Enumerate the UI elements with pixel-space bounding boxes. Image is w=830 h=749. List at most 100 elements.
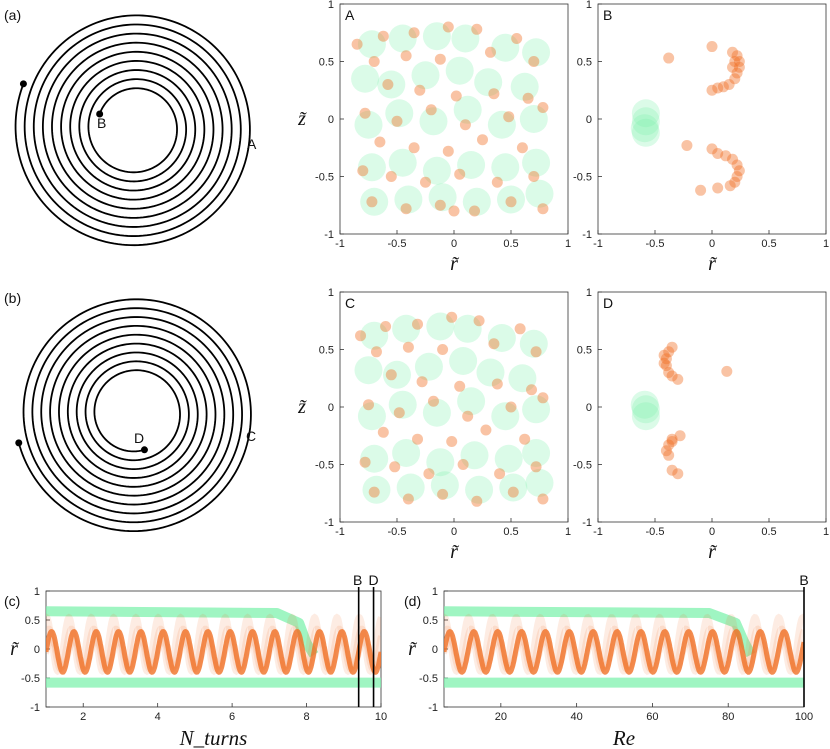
- orange-particle: [382, 79, 394, 90]
- x-tick-label: 1: [565, 238, 571, 250]
- green-particle: [396, 473, 425, 502]
- x-tick-label: -1: [593, 526, 603, 538]
- green-particle: [392, 439, 421, 467]
- spiral-b-end-label: C: [246, 428, 256, 444]
- spiral-a-end-label: A: [247, 136, 257, 152]
- green-particle: [449, 347, 478, 375]
- orange-particle: [377, 426, 389, 438]
- spiral-b-curve: [17, 298, 252, 533]
- green-particle: [422, 22, 451, 51]
- orange-particle: [537, 493, 549, 505]
- orange-particle: [733, 165, 745, 177]
- x-axis-label: r̃: [450, 541, 459, 563]
- green-particle: [457, 387, 486, 416]
- green-particle: [428, 183, 457, 212]
- orange-particle: [706, 41, 718, 53]
- orange-oscillation: [444, 628, 804, 675]
- panel-label: D: [603, 295, 613, 311]
- green-particle: [453, 95, 482, 124]
- orange-particle: [537, 392, 549, 404]
- y-tick-label: 1: [586, 287, 592, 299]
- orange-particle: [491, 378, 503, 390]
- orange-particle: [720, 150, 732, 162]
- green-particle: [388, 24, 417, 53]
- orange-particle: [503, 111, 515, 123]
- green-particle: [522, 38, 551, 67]
- x-tick-label: 0: [709, 238, 715, 250]
- orange-particle: [666, 341, 678, 353]
- orange-particle: [359, 456, 371, 468]
- line-panel-d: 20 40 60 80 100 -1 -0.5 0 0.5 1 Re r̃ B: [408, 572, 813, 749]
- spiral-a-start-dot: [96, 110, 104, 118]
- green-particle: [419, 107, 448, 136]
- orange-particle: [412, 318, 424, 330]
- green-particle: [631, 118, 660, 147]
- orange-particle: [537, 203, 549, 215]
- orange-particle: [454, 168, 466, 180]
- green-particle: [497, 185, 525, 214]
- y-tick-label: -0.5: [315, 460, 334, 472]
- orange-particle: [450, 90, 462, 102]
- green-particle: [422, 398, 451, 427]
- scatter-panel-D: -1 -0.5 0 0.5 1 -1 -0.5 0 0.5 1 r̃ D: [573, 287, 829, 563]
- orange-particle: [672, 373, 684, 385]
- orange-particle: [672, 468, 684, 480]
- orange-particle: [537, 102, 549, 113]
- y-tick-label: -0.5: [315, 172, 334, 184]
- orange-particle: [663, 52, 675, 64]
- green-particle: [377, 70, 406, 99]
- orange-particle: [389, 461, 401, 473]
- orange-particle: [446, 311, 458, 323]
- orange-particle: [400, 50, 412, 62]
- green-particle: [491, 33, 520, 62]
- orange-particle: [522, 92, 534, 104]
- orange-particle: [731, 50, 743, 62]
- y-tick-label: -1: [582, 229, 592, 241]
- green-particle: [357, 30, 386, 59]
- orange-particle: [663, 346, 675, 358]
- plot-area: [46, 606, 381, 688]
- y-tick-label: 0: [328, 402, 334, 414]
- orange-particle: [412, 433, 424, 445]
- spiral-b-end-dot: [15, 439, 23, 447]
- x-axis-label: N_turns: [179, 726, 248, 749]
- orange-particle: [660, 445, 672, 457]
- y-tick-label: -0.5: [419, 673, 438, 685]
- green-particle: [392, 314, 421, 343]
- x-tick-label: 10: [375, 711, 387, 723]
- x-tick-label: -0.5: [646, 526, 665, 538]
- y-tick-label: -1: [428, 702, 438, 714]
- orange-particle: [391, 115, 403, 127]
- orange-particle: [666, 370, 678, 382]
- green-particle: [354, 110, 383, 139]
- orange-particle: [660, 353, 672, 365]
- orange-particle: [368, 486, 380, 498]
- green-particle: [508, 364, 537, 393]
- orange-particle: [459, 119, 471, 131]
- y-tick-label: -0.5: [573, 172, 592, 184]
- y-tick-label: -1: [324, 517, 334, 529]
- orange-particle: [446, 436, 458, 447]
- orange-particle: [706, 143, 718, 155]
- y-tick-label: -1: [582, 517, 592, 529]
- panel-tag-b: (b): [4, 290, 21, 306]
- x-tick-label: -1: [335, 526, 345, 538]
- green-upper-band: [46, 606, 319, 658]
- y-tick-label: 1: [328, 287, 334, 299]
- green-particle: [360, 444, 389, 473]
- spiral-a-end-dot: [19, 80, 27, 88]
- orange-particle: [729, 176, 741, 188]
- green-particle: [430, 471, 459, 500]
- green-particle: [411, 61, 440, 90]
- orange-particle: [480, 424, 492, 436]
- orange-particle: [448, 205, 460, 217]
- orange-particle: [374, 136, 386, 148]
- orange-particle: [674, 430, 686, 442]
- x-axis-label: r̃: [708, 253, 717, 275]
- orange-particle: [721, 365, 733, 377]
- spiral-b-start-dot: [140, 446, 148, 454]
- y-tick-label: 0: [328, 114, 334, 126]
- x-tick-label: 60: [646, 711, 658, 723]
- green-particle: [491, 402, 520, 431]
